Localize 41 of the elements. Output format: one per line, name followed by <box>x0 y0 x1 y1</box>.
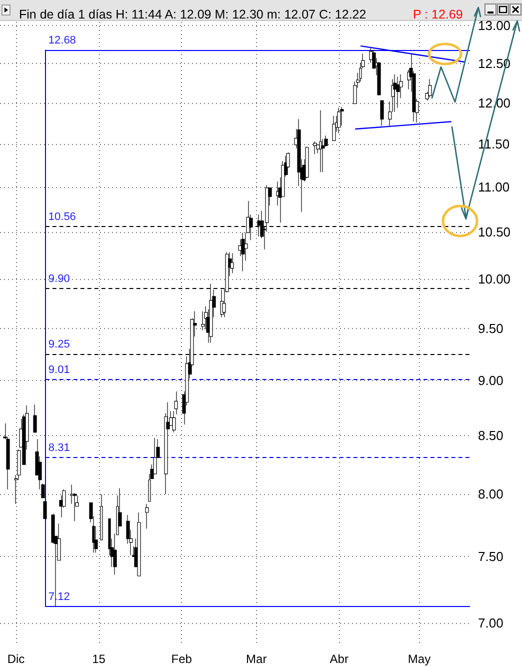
ref-line-label: 10.56 <box>48 210 76 223</box>
ref-line-label: 9.01 <box>48 364 70 376</box>
candlestick <box>305 146 309 178</box>
candlestick <box>393 74 397 112</box>
ref-line-label: 9.90 <box>48 273 70 286</box>
candlestick <box>174 391 178 415</box>
candlestick <box>33 404 37 433</box>
y-tick-label: 9.50 <box>478 320 504 336</box>
y-tick-label: 8.00 <box>478 486 504 502</box>
y-tick-label: 10.50 <box>478 224 511 240</box>
y-tick-label: 9.00 <box>478 373 504 388</box>
x-tick-label: Feb <box>171 652 192 666</box>
y-tick-label: 7.00 <box>478 616 504 631</box>
ref-line-label: 9.25 <box>48 338 70 351</box>
candlestick <box>241 232 245 272</box>
y-tick-label: 11.00 <box>478 179 510 194</box>
candlestick <box>172 410 176 433</box>
x-tick-label: Dic <box>7 652 25 666</box>
candlestick <box>396 76 400 108</box>
x-tick-label: 15 <box>92 652 106 666</box>
candlestick <box>313 141 317 154</box>
chart-subtitle: P : 12.69 <box>412 8 463 22</box>
candlestick <box>43 500 47 520</box>
ref-line-label: 12.68 <box>48 34 76 46</box>
candlestick <box>380 100 384 126</box>
x-tick-label: May <box>408 652 431 666</box>
y-tick-label: 13.00 <box>478 18 511 34</box>
x-tick-label: Abr <box>330 652 348 666</box>
y-tick-label: 7.50 <box>478 549 504 564</box>
candlestick <box>145 504 149 529</box>
candlestick <box>137 512 141 576</box>
chart-title: Fin de día 1 días H: 11:44 A: 12.09 M: 12.30 m: 12.07 C: 12.22 <box>19 8 366 22</box>
candlestick <box>100 494 103 540</box>
candlestick <box>319 110 322 172</box>
x-tick-label: Mar <box>246 652 267 666</box>
y-tick-label: 10.00 <box>478 271 511 286</box>
ref-line-label: 8.31 <box>48 442 70 454</box>
candlestick <box>428 78 432 98</box>
y-tick-label: 8.50 <box>478 428 504 444</box>
candlestick <box>332 116 336 141</box>
candlestick <box>337 107 341 134</box>
